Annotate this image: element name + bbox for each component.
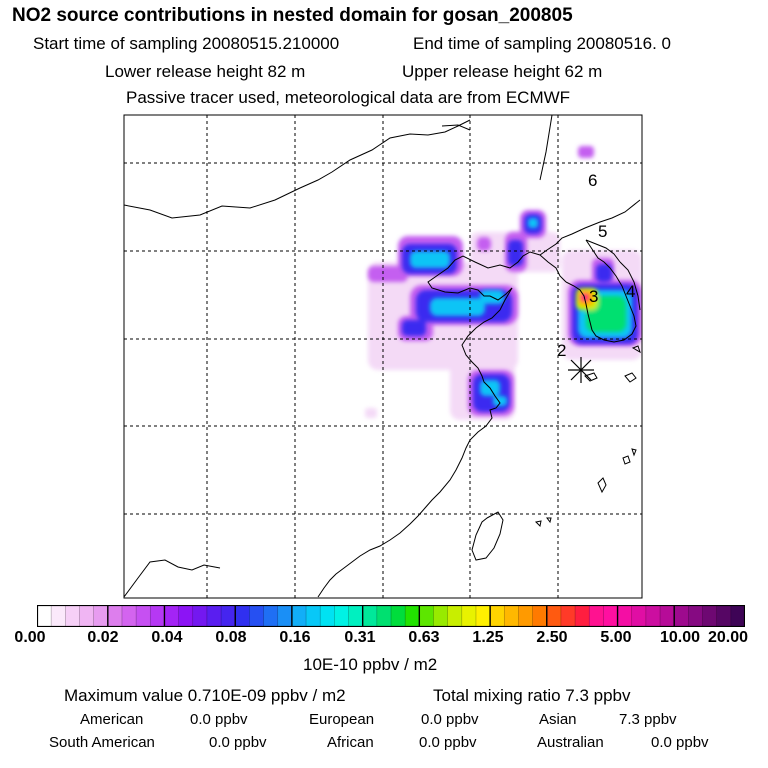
colorbar-cell xyxy=(334,605,350,627)
upper-release-label: Upper release height 62 m xyxy=(402,62,603,81)
colorbar-cell xyxy=(79,605,95,627)
marker-label-3: 3 xyxy=(589,287,598,306)
lower-release-label: Lower release height 82 m xyxy=(105,62,306,81)
marker-label-5: 5 xyxy=(598,222,607,241)
colorbar-tick-0: 0.00 xyxy=(14,629,46,646)
region-australian-name: Australian xyxy=(537,734,604,751)
colorbar-cell xyxy=(674,605,689,627)
colorbar-cell xyxy=(235,605,250,627)
colorbar-cell xyxy=(575,605,590,627)
colorbar-cell xyxy=(631,605,647,627)
colorbar-cell xyxy=(702,605,718,627)
region-south-american-name: South American xyxy=(49,734,155,751)
colorbar-cell xyxy=(603,605,619,627)
colorbar-cell xyxy=(447,605,463,627)
colorbar-units: 10E-10 ppbv / m2 xyxy=(303,655,438,674)
colorbar-cell xyxy=(277,605,293,627)
region-american-value: 0.0 ppbv xyxy=(190,711,248,728)
region-asian-name: Asian xyxy=(539,711,577,728)
colorbar-tick-4: 0.16 xyxy=(279,629,311,646)
colorbar-cell xyxy=(376,605,392,627)
colorbar-tick-9: 5.00 xyxy=(600,629,632,646)
marker-label-4: 4 xyxy=(626,282,635,301)
maximum-value: Maximum value 0.710E-09 ppbv / m2 xyxy=(64,686,346,705)
colorbar-cell xyxy=(164,605,180,627)
colorbar xyxy=(37,605,745,627)
colorbar-cell xyxy=(504,605,520,627)
colorbar-cell xyxy=(178,605,194,627)
receptor-star-icon xyxy=(568,357,594,383)
colorbar-cell xyxy=(93,605,109,627)
plume-hotspot xyxy=(576,288,626,332)
colorbar-cell xyxy=(645,605,661,627)
colorbar-tick-7: 1.25 xyxy=(472,629,504,646)
colorbar-cell xyxy=(136,605,151,627)
colorbar-tick-5: 0.31 xyxy=(344,629,376,646)
colorbar-cell xyxy=(405,605,420,627)
colorbar-tick-2: 0.04 xyxy=(151,629,183,646)
colorbar-cell xyxy=(433,605,449,627)
colorbar-cell xyxy=(263,605,279,627)
region-european-name: European xyxy=(309,711,375,728)
colorbar-cell xyxy=(221,605,236,627)
colorbar-cell xyxy=(150,605,166,627)
colorbar-tick-11: 20.00 xyxy=(707,629,749,646)
region-african-value: 0.0 ppbv xyxy=(419,734,477,751)
colorbar-cell xyxy=(362,605,378,627)
colorbar-cell xyxy=(206,605,222,627)
colorbar-cell xyxy=(688,605,704,627)
colorbar-cell xyxy=(419,605,435,627)
colorbar-cell xyxy=(291,605,307,627)
coastlines xyxy=(124,115,641,598)
colorbar-cell xyxy=(475,605,491,627)
tracer-note: Passive tracer used, meteorological data… xyxy=(126,88,571,107)
colorbar-tick-3: 0.08 xyxy=(215,629,247,646)
colorbar-tick-6: 0.63 xyxy=(408,629,440,646)
colorbar-cell xyxy=(589,605,604,627)
colorbar-tick-1: 0.02 xyxy=(87,629,119,646)
region-australian-value: 0.0 ppbv xyxy=(651,734,709,751)
colorbar-cell xyxy=(546,605,562,627)
map-frame xyxy=(123,114,643,599)
colorbar-tick-10: 10.00 xyxy=(659,629,701,646)
region-asian-value: 7.3 ppbv xyxy=(619,711,677,728)
colorbar-cell xyxy=(660,605,675,627)
colorbar-cell xyxy=(51,605,66,627)
region-european-value: 0.0 ppbv xyxy=(421,711,479,728)
plot-title: NO2 source contributions in nested domai… xyxy=(12,5,573,26)
colorbar-cell xyxy=(121,605,137,627)
colorbar-tick-8: 2.50 xyxy=(536,629,568,646)
colorbar-cell xyxy=(192,605,208,627)
colorbar-cell xyxy=(617,605,633,627)
colorbar-cell xyxy=(65,605,81,627)
colorbar-cell xyxy=(560,605,576,627)
colorbar-cell xyxy=(348,605,364,627)
start-time-label: Start time of sampling 20080515.210000 xyxy=(33,34,340,53)
colorbar-cell xyxy=(716,605,732,627)
colorbar-cell xyxy=(37,605,52,627)
colorbar-cell xyxy=(730,605,745,627)
marker-label-6: 6 xyxy=(588,171,597,190)
end-time-label: End time of sampling 20080516. 0 xyxy=(413,34,672,53)
colorbar-cell xyxy=(461,605,477,627)
colorbar-cell xyxy=(532,605,548,627)
region-south-american-value: 0.0 ppbv xyxy=(209,734,267,751)
colorbar-cell xyxy=(249,605,265,627)
graticule xyxy=(124,115,642,598)
colorbar-cell xyxy=(518,605,534,627)
marker-label-2: 2 xyxy=(557,341,566,360)
total-mixing-ratio: Total mixing ratio 7.3 ppbv xyxy=(433,686,631,705)
colorbar-cell xyxy=(107,605,123,627)
colorbar-cell xyxy=(306,605,321,627)
colorbar-cell xyxy=(320,605,335,627)
region-african-name: African xyxy=(327,734,374,751)
region-american-name: American xyxy=(80,711,144,728)
colorbar-cell xyxy=(391,605,406,627)
colorbar-frame xyxy=(37,605,745,627)
colorbar-cell xyxy=(490,605,505,627)
